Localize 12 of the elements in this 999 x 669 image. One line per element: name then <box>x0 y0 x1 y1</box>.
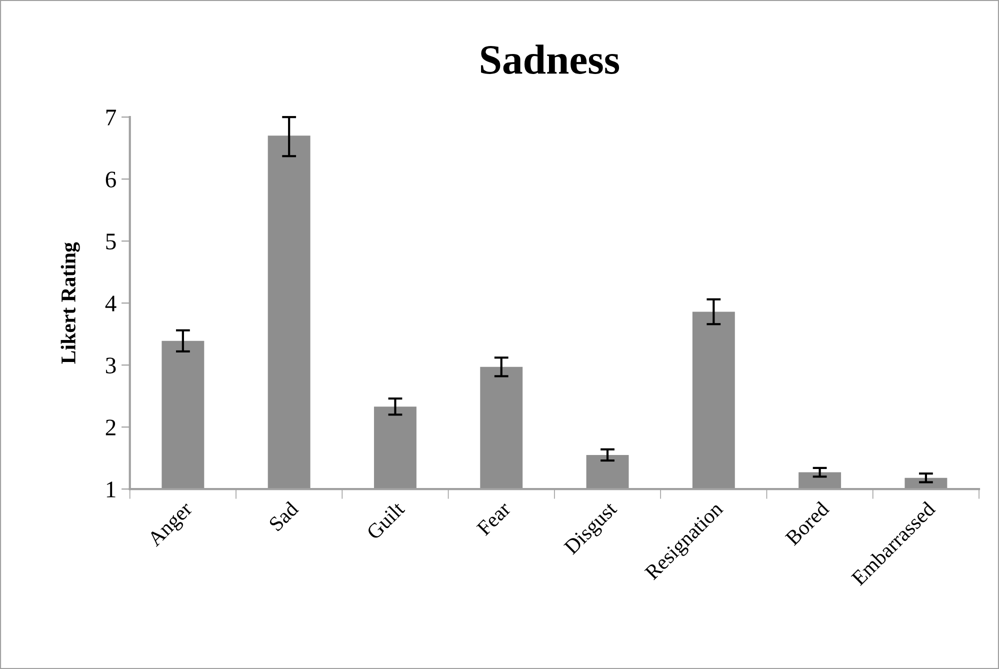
y-tick-label: 2 <box>106 420 116 436</box>
y-tick-label: 5 <box>106 234 116 250</box>
y-tick-label: 3 <box>106 358 116 374</box>
x-tick-label: Sad <box>268 500 300 532</box>
x-tick-label: Guilt <box>366 500 406 540</box>
y-tick-label: 6 <box>106 172 116 188</box>
y-tick-label: 1 <box>106 482 116 498</box>
y-tick-label: 7 <box>106 110 116 126</box>
chart-title: Sadness <box>481 44 620 74</box>
y-axis-title: Likert Rating <box>60 242 80 364</box>
y-tick-label: 4 <box>105 296 116 312</box>
x-tick-label: Fear <box>476 500 512 536</box>
